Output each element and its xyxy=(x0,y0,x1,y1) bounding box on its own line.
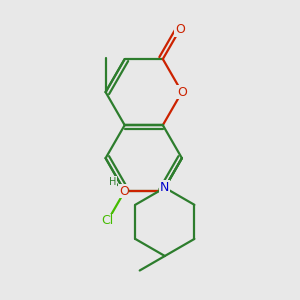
Text: O: O xyxy=(177,85,187,99)
Text: O: O xyxy=(119,185,129,198)
Text: N: N xyxy=(160,181,170,194)
Text: Cl: Cl xyxy=(101,214,114,227)
Text: H: H xyxy=(109,177,116,187)
Text: O: O xyxy=(175,23,185,36)
